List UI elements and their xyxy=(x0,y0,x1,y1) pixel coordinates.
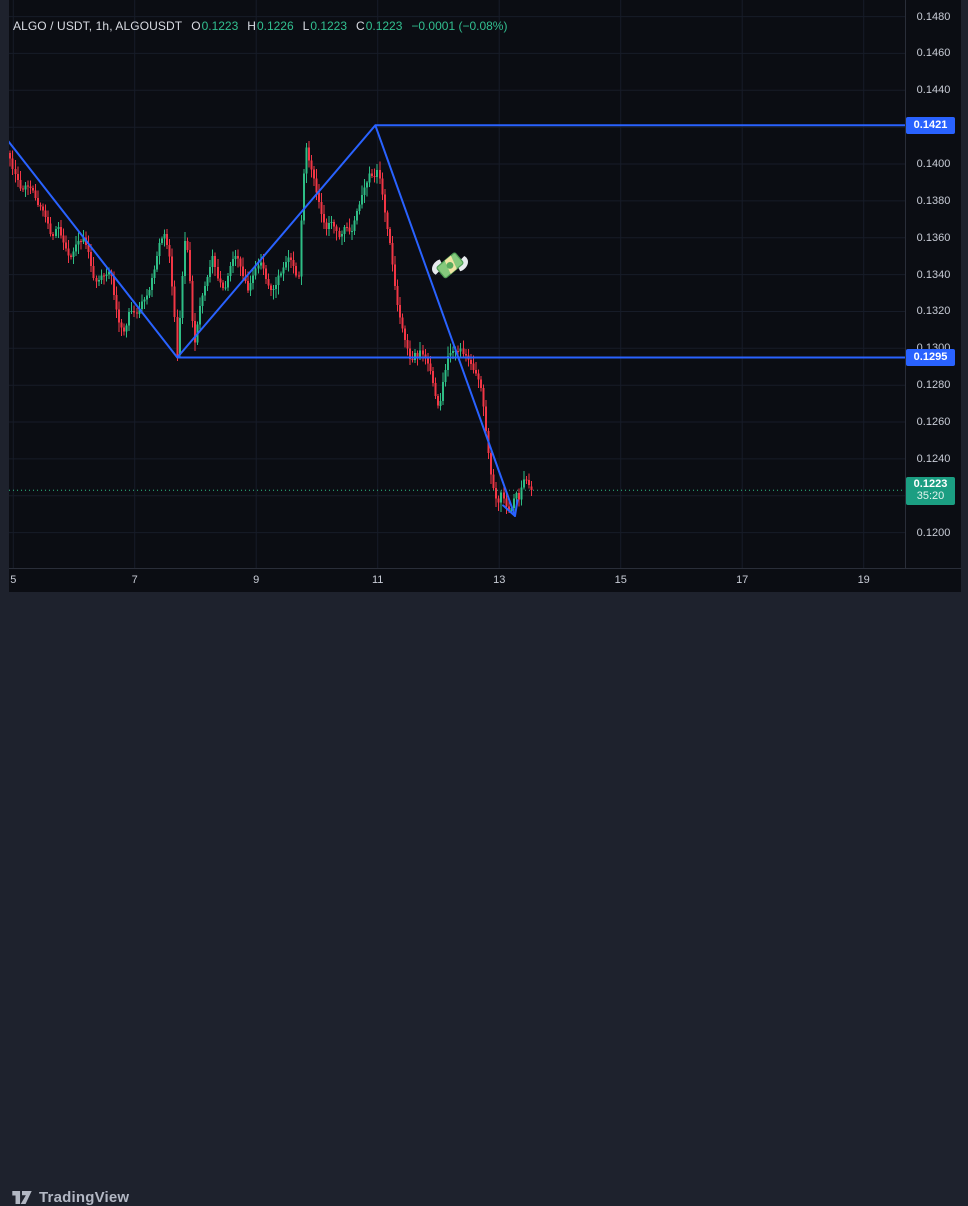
ohlc-close: C 0.1223 xyxy=(356,19,403,33)
price-axis-label: 0.1260 xyxy=(916,416,951,429)
symbol-title[interactable]: ALGO / USDT, 1h, ALGOUSDT xyxy=(13,19,183,33)
time-axis-label: 15 xyxy=(614,574,627,586)
price-axis-label: 0.1200 xyxy=(916,526,951,539)
tradingview-logo-text[interactable]: TradingView xyxy=(39,1189,130,1206)
time-axis-label: 7 xyxy=(131,574,138,586)
price-axis-label: 0.1280 xyxy=(916,379,951,392)
time-scale-axis[interactable]: 5 7 9 11 13 15 17 19 xyxy=(9,568,961,593)
price-scale-axis[interactable]: 0.1480 0.1460 0.1440 0.1400 0.1380 0.1360 0.13… xyxy=(905,0,961,568)
trendline-drawing[interactable] xyxy=(5,124,905,517)
price-axis-label: 0.1320 xyxy=(916,305,951,318)
price-axis-label: 0.1340 xyxy=(916,268,951,281)
price-axis-label: 0.1480 xyxy=(916,10,951,23)
symbol-ohlc-header[interactable]: ALGO / USDT, 1h, ALGOUSDT O 0.1223 H 0.122… xyxy=(13,19,507,33)
money-with-wings-emoji xyxy=(432,252,468,279)
time-axis-label: 13 xyxy=(493,574,506,586)
bar-countdown: 35:20 xyxy=(916,489,945,502)
time-axis-label: 5 xyxy=(10,574,17,586)
price-axis-label: 0.1460 xyxy=(916,47,951,60)
time-axis-label: 11 xyxy=(372,574,384,586)
drawing-toolbar-rail[interactable] xyxy=(0,0,9,592)
ohlc-open: O 0.1223 xyxy=(191,19,239,33)
ohlc-low: L 0.1223 xyxy=(302,19,348,33)
price-axis-label: 0.1400 xyxy=(916,158,951,171)
bottom-attribution-bar: TradingView xyxy=(0,592,968,1206)
price-axis-label: 0.1380 xyxy=(916,194,951,207)
chart-plot-area[interactable] xyxy=(0,0,905,568)
time-axis-label: 17 xyxy=(736,574,749,586)
last-price-label: 0.1223 35:20 xyxy=(906,476,955,505)
price-axis-label: 0.1360 xyxy=(916,231,951,244)
trendline-price-label-upper: 0.1421 xyxy=(906,116,955,134)
tradingview-logo-icon[interactable] xyxy=(11,1189,33,1206)
price-axis-label: 0.1440 xyxy=(916,84,951,97)
grid-lines xyxy=(9,0,905,568)
trendline-price-label-lower: 0.1295 xyxy=(906,349,955,367)
time-axis-label: 19 xyxy=(857,574,870,586)
candles-layer xyxy=(9,140,533,515)
window-edge xyxy=(961,0,968,630)
price-axis-label: 0.1240 xyxy=(916,452,951,465)
tradingview-attribution[interactable]: TradingView xyxy=(11,1189,129,1206)
time-axis-label: 9 xyxy=(253,574,260,586)
ohlc-high: H 0.1226 xyxy=(247,19,294,33)
change-value: −0.0001 (−0.08%) xyxy=(411,19,508,33)
